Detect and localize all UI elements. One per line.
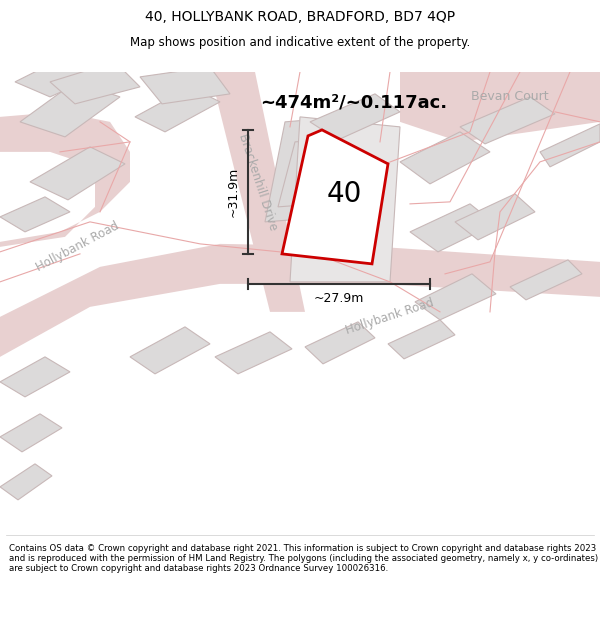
Polygon shape (410, 204, 495, 252)
Text: Brackenhill Drive: Brackenhill Drive (236, 132, 280, 232)
Polygon shape (215, 332, 292, 374)
Polygon shape (510, 260, 582, 300)
Polygon shape (0, 244, 600, 357)
Polygon shape (0, 464, 52, 500)
Polygon shape (135, 87, 220, 132)
Polygon shape (282, 130, 388, 264)
Text: 40, HOLLYBANK ROAD, BRADFORD, BD7 4QP: 40, HOLLYBANK ROAD, BRADFORD, BD7 4QP (145, 10, 455, 24)
Polygon shape (540, 124, 600, 167)
Polygon shape (265, 117, 345, 222)
Text: Bevan Court: Bevan Court (471, 91, 549, 103)
Polygon shape (140, 67, 230, 104)
Polygon shape (290, 117, 400, 282)
Polygon shape (388, 320, 455, 359)
Text: ~31.9m: ~31.9m (227, 167, 240, 217)
Polygon shape (0, 112, 130, 282)
Polygon shape (50, 62, 140, 104)
Polygon shape (15, 62, 95, 97)
Polygon shape (455, 194, 535, 240)
Polygon shape (0, 414, 62, 452)
Polygon shape (210, 72, 305, 312)
Polygon shape (460, 97, 555, 144)
Polygon shape (400, 72, 600, 142)
Polygon shape (30, 147, 125, 200)
Polygon shape (310, 94, 400, 140)
Text: Contains OS data © Crown copyright and database right 2021. This information is : Contains OS data © Crown copyright and d… (9, 544, 598, 573)
Text: Hollybank Road: Hollybank Road (344, 296, 436, 338)
Polygon shape (0, 197, 70, 232)
Text: Hollybank Road: Hollybank Road (34, 219, 122, 274)
Text: Map shows position and indicative extent of the property.: Map shows position and indicative extent… (130, 36, 470, 49)
Text: ~27.9m: ~27.9m (314, 292, 364, 305)
Polygon shape (305, 322, 375, 364)
Polygon shape (300, 162, 382, 244)
Polygon shape (0, 357, 70, 397)
Polygon shape (130, 327, 210, 374)
Text: ~474m²/~0.117ac.: ~474m²/~0.117ac. (260, 94, 447, 112)
Polygon shape (278, 140, 330, 207)
Polygon shape (20, 82, 120, 137)
Text: 40: 40 (327, 181, 362, 209)
Polygon shape (415, 274, 496, 320)
Polygon shape (400, 132, 490, 184)
